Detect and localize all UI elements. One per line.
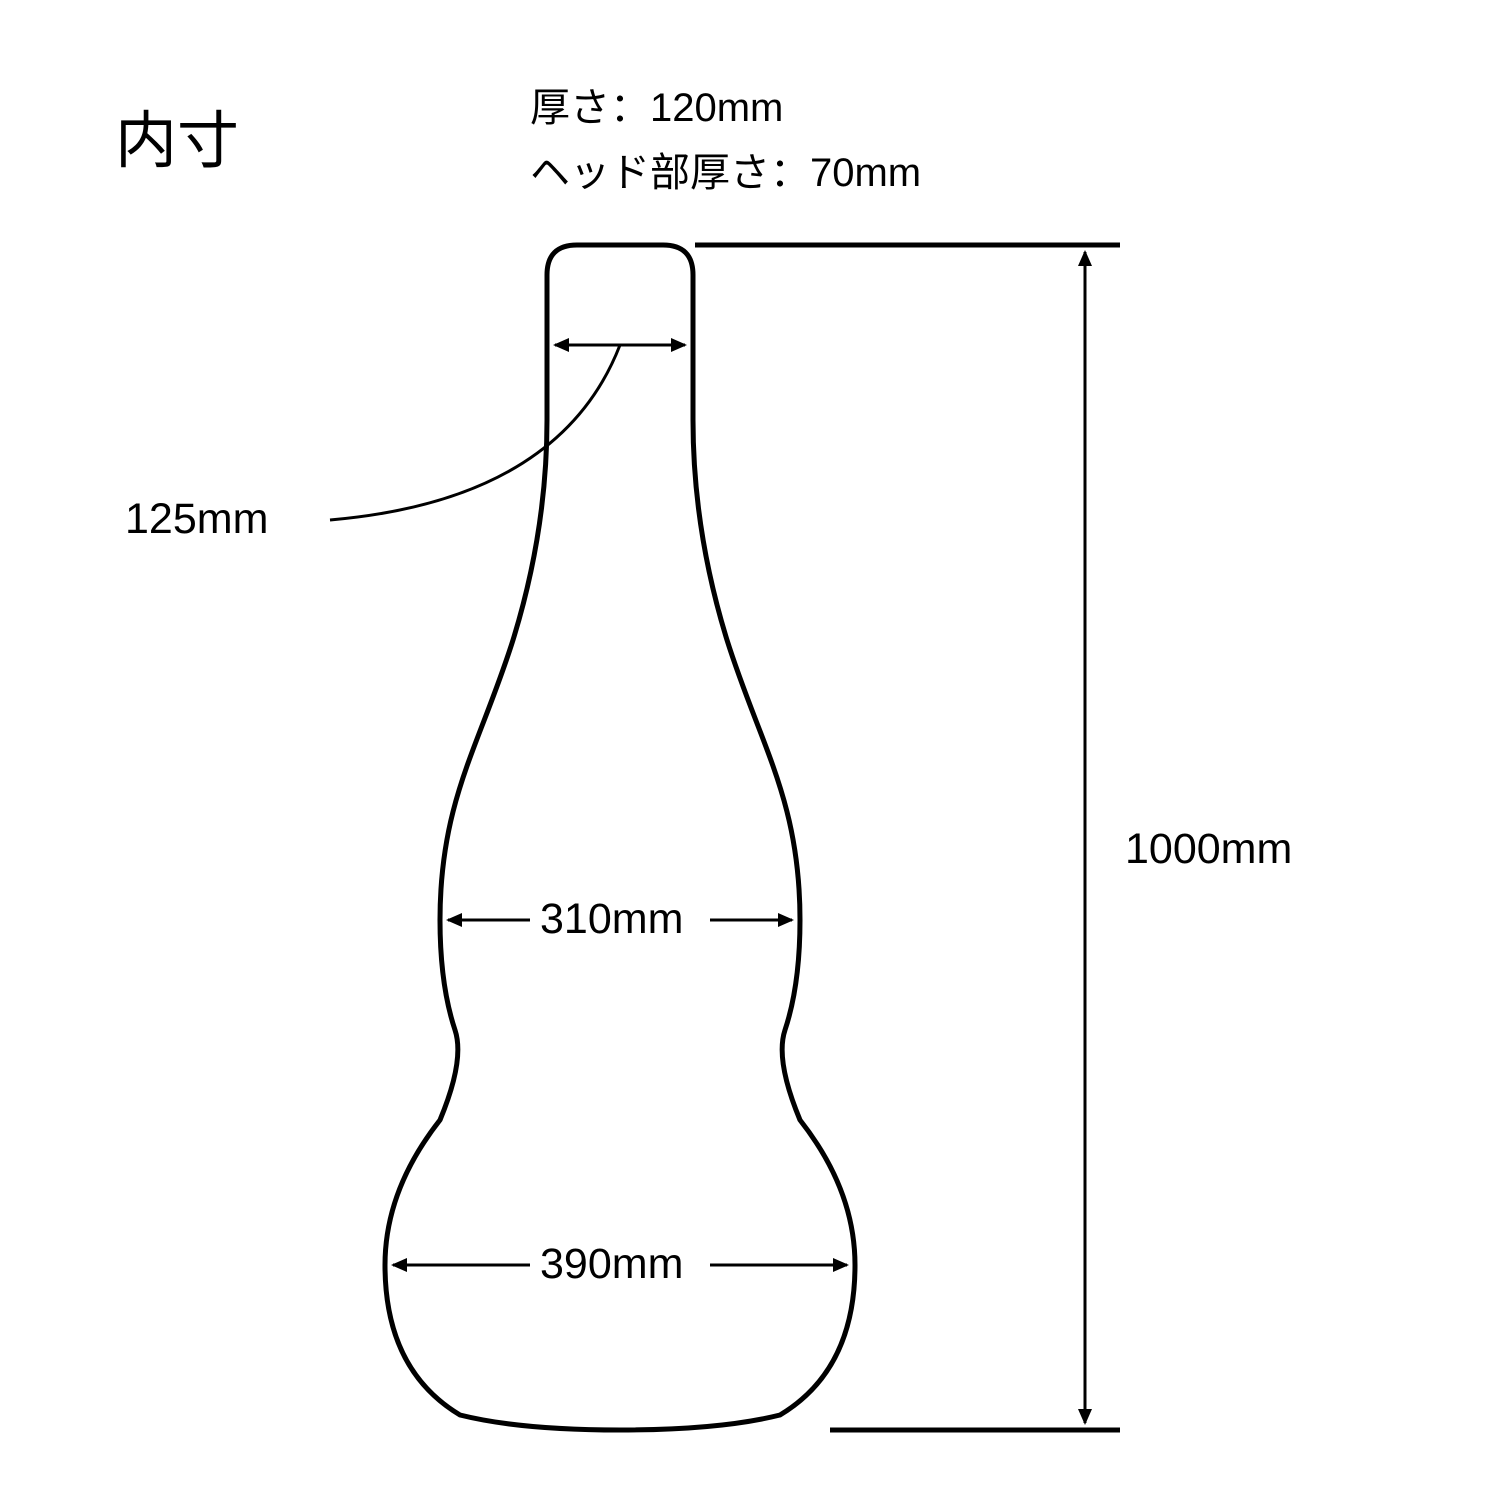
- diagram-svg: [0, 0, 1500, 1500]
- neck-width-leader: [330, 345, 620, 520]
- guitar-outline: [385, 245, 855, 1430]
